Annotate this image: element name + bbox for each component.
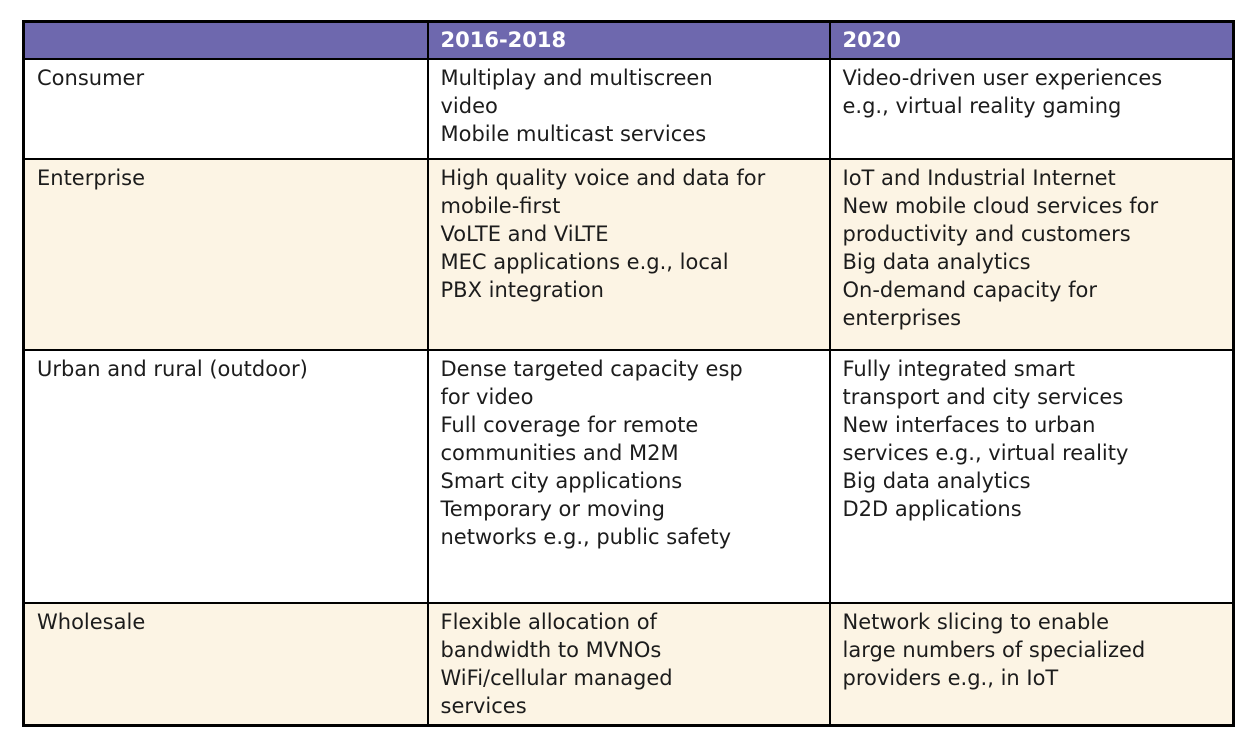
service-evolution-table: 2016-2018 2020 Consumer Multiplay and mu… — [22, 20, 1235, 727]
category-cell-enterprise: Enterprise — [22, 157, 429, 351]
cell-wholesale-2016-2018: Flexible allocation of bandwidth to MVNO… — [426, 601, 831, 727]
cell-urban-rural-2016-2018: Dense targeted capacity esp for video Fu… — [426, 348, 831, 604]
category-cell-urban-rural: Urban and rural (outdoor) — [22, 348, 429, 604]
cell-enterprise-2020: IoT and Industrial Internet New mobile c… — [828, 157, 1235, 351]
header-cell-2020: 2020 — [828, 20, 1235, 60]
header-cell-blank — [22, 20, 429, 60]
cell-wholesale-2020: Network slicing to enable large numbers … — [828, 601, 1235, 727]
cell-enterprise-2016-2018: High quality voice and data for mobile-f… — [426, 157, 831, 351]
cell-consumer-2020: Video-driven user experiences e.g., virt… — [828, 57, 1235, 160]
header-row: 2016-2018 2020 — [22, 20, 1235, 60]
row-urban-rural: Urban and rural (outdoor) Dense targeted… — [22, 348, 1235, 604]
cell-consumer-2016-2018: Multiplay and multiscreen video Mobile m… — [426, 57, 831, 160]
category-cell-wholesale: Wholesale — [22, 601, 429, 727]
row-wholesale: Wholesale Flexible allocation of bandwid… — [22, 601, 1235, 727]
category-cell-consumer: Consumer — [22, 57, 429, 160]
row-enterprise: Enterprise High quality voice and data f… — [22, 157, 1235, 351]
row-consumer: Consumer Multiplay and multiscreen video… — [22, 57, 1235, 160]
cell-urban-rural-2020: Fully integrated smart transport and cit… — [828, 348, 1235, 604]
header-cell-2016-2018: 2016-2018 — [426, 20, 831, 60]
